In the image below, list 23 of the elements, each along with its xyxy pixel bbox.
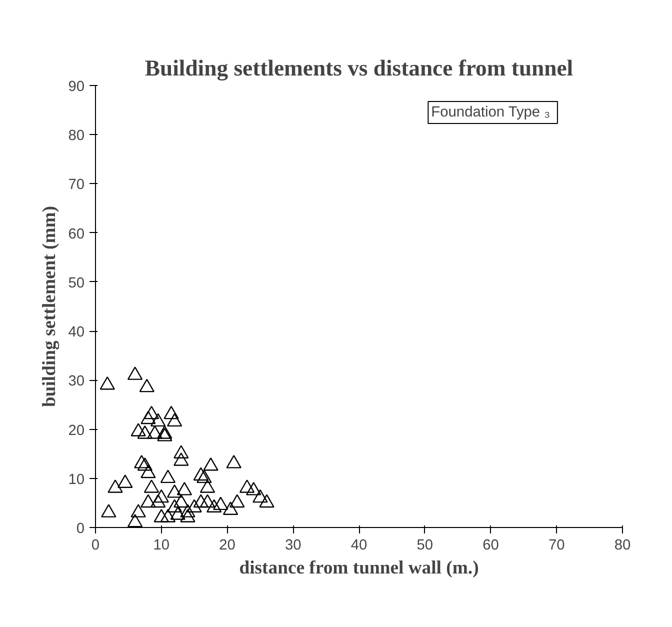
x-tick-label: 60 xyxy=(482,538,499,554)
x-tick-label: 10 xyxy=(153,538,170,554)
y-axis-title: building settlement (mm) xyxy=(39,206,60,408)
y-tick-label: 40 xyxy=(68,324,85,341)
x-axis-title: distance from tunnel wall (m.) xyxy=(239,558,479,578)
x-tick-label: 0 xyxy=(91,538,100,554)
y-tick-label: 10 xyxy=(68,472,85,488)
y-tick-label: 50 xyxy=(68,275,85,292)
x-tick-label: 50 xyxy=(416,538,434,554)
annotation: Foundation Type ₃ xyxy=(431,104,550,121)
x-tick-label: 20 xyxy=(219,538,236,554)
y-tick-label: 0 xyxy=(76,521,85,537)
x-tick-label: 70 xyxy=(548,538,565,554)
x-tick-label: 30 xyxy=(284,538,302,554)
y-tick-label: 70 xyxy=(68,177,85,194)
y-tick-label: 20 xyxy=(68,422,85,439)
chart-title: Building settlements vs distance from tunnel xyxy=(144,56,574,80)
y-tick-label: 60 xyxy=(68,226,85,242)
y-tick-label: 30 xyxy=(68,374,85,390)
x-tick-label: 40 xyxy=(350,538,368,554)
y-tick-label: 80 xyxy=(68,128,85,144)
y-tick-label: 90 xyxy=(68,79,85,95)
x-tick-label: 80 xyxy=(614,538,631,554)
